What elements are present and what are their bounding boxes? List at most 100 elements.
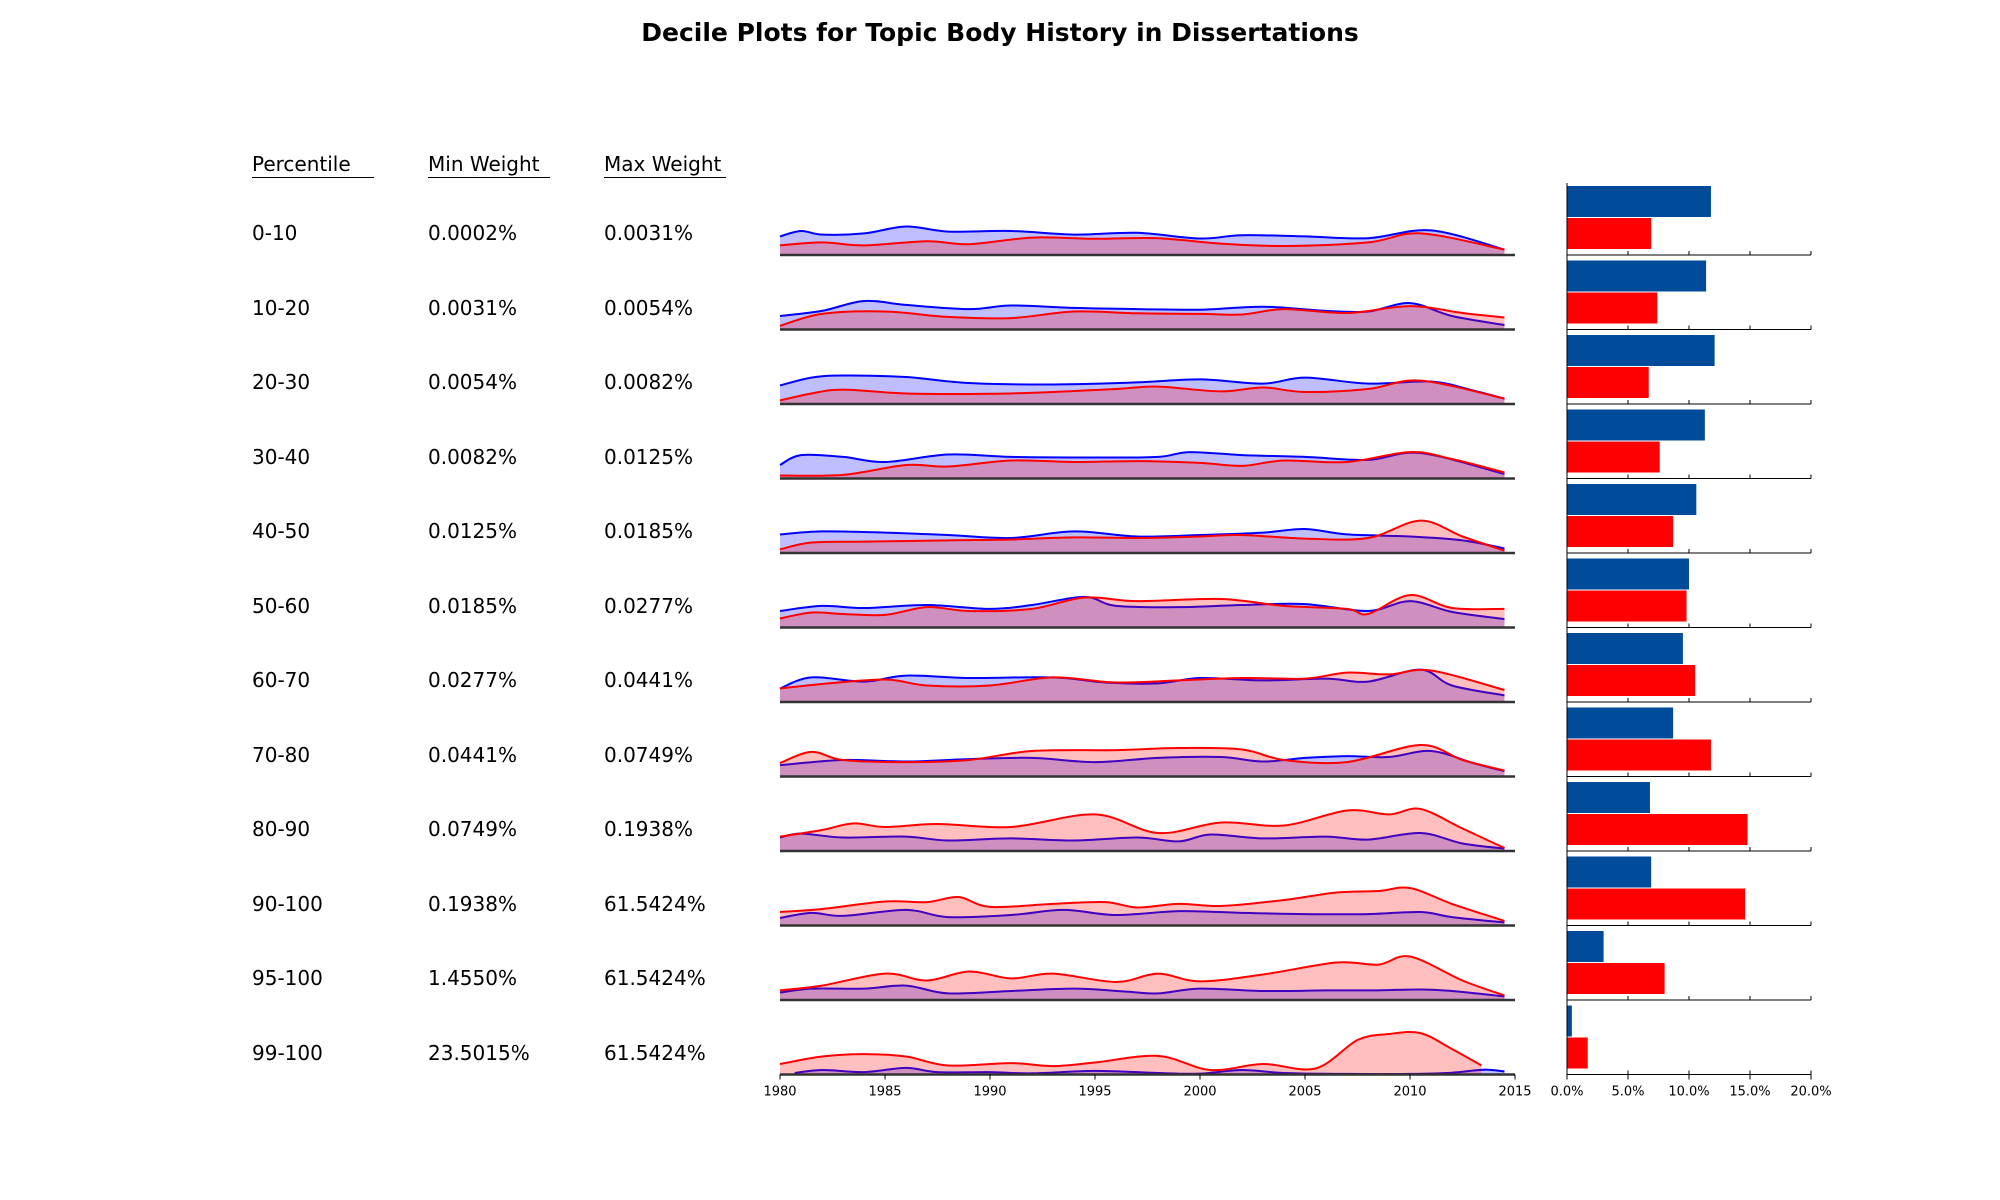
density-area-red (780, 669, 1505, 702)
density-area-blue (780, 985, 1505, 1000)
density-line-red (779, 451, 1505, 477)
density-area-blue (780, 669, 1505, 702)
cell-max: 0.0031% (604, 221, 693, 245)
density-line-red (779, 594, 1505, 620)
density-line-blue (779, 299, 1505, 326)
cell-max: 0.0441% (604, 668, 693, 692)
cell-percentile: 80-90 (252, 817, 311, 841)
cell-max: 0.0185% (604, 519, 693, 543)
density-line-red (779, 1030, 1482, 1072)
bar-red (1567, 218, 1652, 249)
bar-blue (1567, 633, 1683, 664)
bar-red (1567, 516, 1674, 547)
cell-max: 0.0749% (604, 742, 693, 767)
bar-x-tick-label: 20.0% (1790, 1085, 1831, 1100)
cell-min: 0.0441% (428, 742, 517, 767)
bar-x-tick-label: 15.0% (1729, 1085, 1770, 1100)
density-line-red (779, 232, 1505, 251)
density-area-blue (780, 596, 1505, 628)
cell-max: 61.5424% (604, 891, 706, 916)
density-line-red (779, 955, 1505, 997)
density-x-tick-label: 2015 (1498, 1085, 1531, 1100)
density-area-red (780, 452, 1505, 479)
density-area-red (780, 520, 1505, 553)
bar-blue (1567, 186, 1711, 217)
cell-percentile: 40-50 (252, 519, 311, 543)
cell-percentile: 20-30 (252, 370, 311, 394)
bar-red (1567, 441, 1660, 473)
density-line-red (779, 807, 1505, 849)
density-area-red (780, 306, 1505, 330)
bar-x-tick-label: 5.0% (1611, 1085, 1644, 1100)
bar-red (1567, 888, 1746, 920)
density-x-tick-label: 1995 (1078, 1085, 1111, 1100)
cell-max: 0.0125% (604, 444, 693, 469)
cell-min: 0.0002% (428, 221, 517, 245)
cell-max: 0.0054% (604, 295, 693, 320)
density-line-red (779, 519, 1505, 552)
bar-red (1567, 963, 1665, 994)
cell-min: 1.4550% (428, 966, 517, 990)
cell-percentile: 95-100 (252, 966, 323, 990)
density-line-red (779, 305, 1505, 327)
cell-min: 0.1938% (428, 891, 517, 916)
bar-blue (1567, 409, 1705, 441)
bar-blue (1567, 260, 1707, 292)
cell-percentile: 10-20 (252, 295, 311, 320)
bar-blue (1567, 856, 1652, 888)
bar-x-tick-label: 10.0% (1668, 1085, 1709, 1100)
bar-red (1567, 292, 1658, 324)
density-area-blue (780, 300, 1505, 330)
density-line-blue (779, 595, 1505, 621)
bar-red (1567, 590, 1687, 622)
density-area-blue (780, 909, 1505, 926)
bar-x-tick-label: 0.0% (1550, 1085, 1583, 1100)
density-area-red (780, 233, 1505, 255)
bar-red (1567, 739, 1711, 771)
cell-min: 0.0125% (428, 519, 517, 543)
cell-max: 0.1938% (604, 817, 693, 841)
bar-blue (1567, 484, 1697, 515)
density-line-blue (779, 527, 1505, 550)
cell-min: 0.0185% (428, 593, 517, 618)
bar-blue (1567, 335, 1715, 366)
density-x-tick-label: 2010 (1393, 1085, 1426, 1100)
header-min-weight: Min Weight (428, 152, 550, 178)
density-area-red (780, 956, 1505, 1000)
cell-percentile: 30-40 (252, 444, 311, 469)
cell-percentile: 0-10 (252, 221, 298, 245)
density-line-blue (779, 984, 1505, 998)
bar-red (1567, 367, 1649, 398)
cell-min: 0.0082% (428, 444, 517, 469)
bar-blue (1567, 707, 1674, 739)
bar-blue (1567, 558, 1689, 590)
density-x-tick-label: 1990 (973, 1085, 1006, 1100)
density-x-tick-label: 2000 (1183, 1085, 1216, 1100)
density-area-red (780, 595, 1505, 628)
bar-red (1567, 814, 1748, 845)
cell-min: 0.0031% (428, 295, 517, 320)
density-line-red (779, 379, 1505, 402)
density-line-red (779, 886, 1505, 922)
bar-blue (1567, 931, 1604, 962)
cell-min: 0.0054% (428, 370, 517, 394)
density-line-blue (779, 225, 1505, 251)
density-x-tick-label: 2005 (1288, 1085, 1321, 1100)
density-x-tick-label: 1985 (868, 1085, 901, 1100)
header-max-weight: Max Weight (604, 152, 726, 178)
cell-max: 0.0082% (604, 370, 693, 394)
density-area-red (780, 887, 1505, 926)
density-x-tick-label: 1980 (763, 1085, 796, 1100)
density-area-red (780, 744, 1505, 777)
density-line-red (779, 668, 1505, 691)
density-area-blue (780, 528, 1505, 553)
bar-blue (1567, 1005, 1572, 1037)
cell-percentile: 90-100 (252, 891, 323, 916)
cell-min: 0.0277% (428, 668, 517, 692)
cell-percentile: 50-60 (252, 593, 311, 618)
header-percentile: Percentile (252, 152, 374, 178)
cell-max: 61.5424% (604, 1040, 706, 1065)
cell-percentile: 70-80 (252, 742, 311, 767)
density-area-blue (780, 226, 1505, 255)
bar-blue (1567, 782, 1650, 813)
